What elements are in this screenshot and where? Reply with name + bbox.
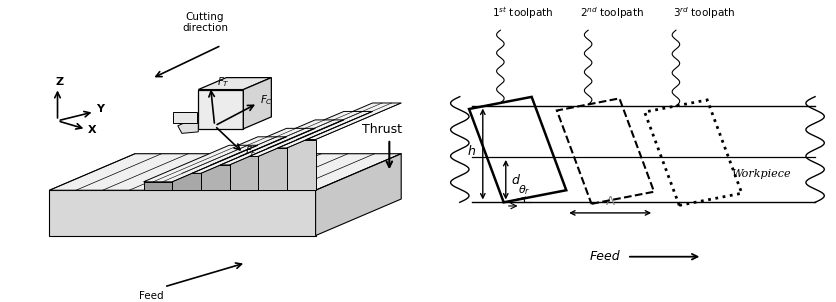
- Text: X: X: [89, 126, 97, 136]
- Polygon shape: [173, 112, 197, 123]
- Text: Thrust: Thrust: [362, 123, 401, 136]
- Polygon shape: [230, 120, 344, 156]
- Text: Z: Z: [55, 77, 64, 87]
- Polygon shape: [49, 190, 316, 236]
- Text: $d$: $d$: [511, 173, 521, 187]
- Polygon shape: [287, 103, 401, 140]
- Text: $F_C$: $F_C$: [260, 93, 273, 107]
- Polygon shape: [243, 78, 272, 129]
- Polygon shape: [201, 128, 315, 165]
- Polygon shape: [287, 140, 316, 190]
- Text: 2$^{nd}$ toolpath: 2$^{nd}$ toolpath: [580, 5, 645, 21]
- Polygon shape: [198, 78, 272, 90]
- Polygon shape: [178, 117, 198, 133]
- Polygon shape: [316, 154, 401, 236]
- Polygon shape: [49, 154, 401, 190]
- Polygon shape: [258, 148, 287, 190]
- Polygon shape: [258, 111, 373, 148]
- Polygon shape: [144, 182, 172, 190]
- Text: $\theta_r$: $\theta_r$: [518, 183, 531, 197]
- Polygon shape: [198, 90, 243, 129]
- Text: Feed
direction: Feed direction: [129, 291, 175, 302]
- Polygon shape: [172, 137, 287, 173]
- Text: $F_T$: $F_T$: [217, 75, 230, 89]
- Text: Y: Y: [96, 104, 104, 114]
- Polygon shape: [172, 173, 201, 190]
- Text: $F_F$: $F_F$: [246, 144, 257, 158]
- Text: 3$^{rd}$ toolpath: 3$^{rd}$ toolpath: [673, 5, 736, 21]
- Text: Workpiece: Workpiece: [731, 169, 791, 179]
- Text: 1$^{st}$ toolpath: 1$^{st}$ toolpath: [492, 5, 553, 21]
- Text: Cutting
direction: Cutting direction: [182, 11, 228, 33]
- Text: $\Lambda$: $\Lambda$: [604, 195, 615, 208]
- Polygon shape: [144, 145, 257, 182]
- Polygon shape: [230, 156, 258, 190]
- Text: Feed: Feed: [590, 250, 620, 263]
- Polygon shape: [201, 165, 230, 190]
- Text: $h$: $h$: [467, 144, 477, 158]
